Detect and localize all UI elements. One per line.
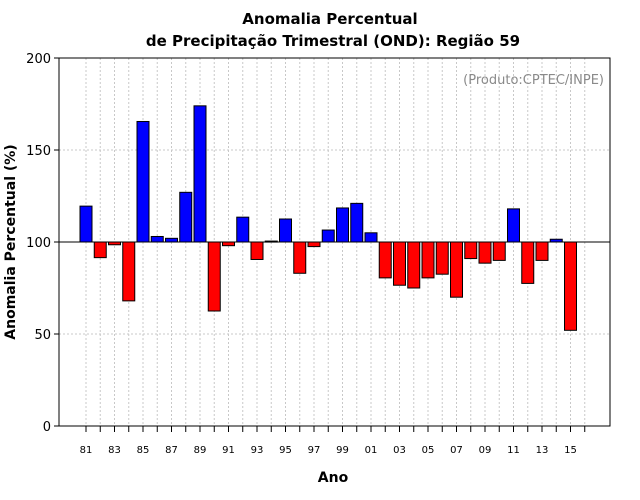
x-tick-label: 03 — [393, 445, 406, 456]
y-tick-label: 50 — [34, 328, 51, 343]
bar-96 — [293, 241, 307, 274]
bar-82 — [93, 241, 107, 259]
x-tick-label: 11 — [507, 445, 520, 456]
bar-03 — [393, 241, 406, 286]
bar-86 — [150, 235, 164, 243]
chart-subtitle: de Precipitação Trimestral (OND): Região… — [146, 32, 520, 50]
bar-12 — [521, 241, 535, 284]
bar-81 — [79, 205, 93, 243]
bar-97 — [307, 241, 321, 248]
y-tick-label: 200 — [26, 52, 51, 67]
bar-15 — [564, 241, 577, 331]
x-tick-label: 89 — [194, 445, 207, 456]
bar-92 — [236, 216, 250, 243]
bar-04 — [407, 241, 421, 289]
bar-07 — [450, 241, 463, 298]
x-tick-label: 05 — [422, 445, 435, 456]
x-tick-label: 85 — [137, 445, 150, 456]
bar-91 — [222, 241, 235, 247]
bar-11 — [507, 208, 520, 243]
x-axis-label: Ano — [318, 470, 349, 486]
y-tick-label: 100 — [26, 236, 51, 251]
x-tick-label: 13 — [536, 445, 549, 456]
bar-88 — [179, 191, 193, 243]
bar-10 — [492, 241, 506, 261]
bar-93 — [250, 241, 264, 260]
bar-08 — [464, 241, 478, 260]
x-tick-label: 99 — [336, 445, 349, 456]
x-tick-label: 97 — [308, 445, 321, 456]
bar-06 — [435, 241, 449, 275]
bar-02 — [378, 241, 392, 279]
x-tick-label: 91 — [222, 445, 235, 456]
bar-85 — [136, 120, 150, 243]
x-tick-label: 83 — [108, 445, 121, 456]
bar-87 — [165, 237, 178, 243]
bar-13 — [535, 241, 549, 261]
bar-09 — [478, 241, 492, 264]
bar-00 — [350, 202, 364, 243]
x-tick-label: 87 — [165, 445, 178, 456]
bar-05 — [421, 241, 435, 279]
x-tick-label: 93 — [251, 445, 264, 456]
bar-89 — [193, 105, 207, 243]
y-axis-label: Anomalia Percentual (%) — [3, 144, 19, 339]
chart-credit: (Produto:CPTEC/INPE) — [463, 73, 604, 88]
y-axis: 0 50 100 150 200 — [26, 52, 59, 435]
x-axis: 81 83 85 87 89 91 93 95 97 99 01 03 05 07 09 11 13 15 — [80, 426, 586, 456]
y-tick-label: 150 — [26, 144, 51, 159]
x-tick-label: 95 — [279, 445, 292, 456]
x-tick-label: 09 — [479, 445, 492, 456]
bar-99 — [336, 207, 349, 243]
bar-98 — [321, 229, 335, 243]
bar-90 — [207, 241, 221, 312]
x-tick-label: 01 — [365, 445, 378, 456]
bar-95 — [279, 218, 292, 243]
x-tick-label: 15 — [564, 445, 577, 456]
y-tick-label: 0 — [43, 420, 51, 435]
x-tick-label: 81 — [80, 445, 93, 456]
chart-title: Anomalia Percentual — [242, 10, 417, 28]
x-tick-label: 07 — [450, 445, 463, 456]
bar-01 — [364, 232, 378, 243]
bar-84 — [122, 241, 136, 302]
